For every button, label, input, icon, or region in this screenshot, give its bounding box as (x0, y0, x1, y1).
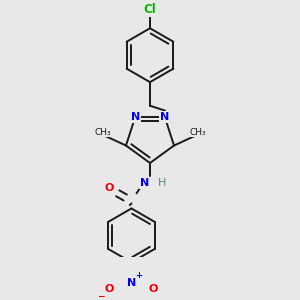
Text: O: O (149, 284, 158, 294)
Text: N: N (160, 112, 170, 122)
Text: N: N (130, 112, 140, 122)
Text: H: H (158, 178, 166, 188)
Text: Cl: Cl (144, 3, 156, 16)
Text: CH₃: CH₃ (189, 128, 206, 136)
Text: N: N (127, 278, 136, 288)
Text: −: − (98, 292, 105, 300)
Text: CH₃: CH₃ (94, 128, 111, 136)
Text: N: N (140, 178, 150, 188)
Text: +: + (135, 271, 142, 280)
Text: O: O (105, 284, 114, 294)
Text: O: O (105, 183, 114, 193)
